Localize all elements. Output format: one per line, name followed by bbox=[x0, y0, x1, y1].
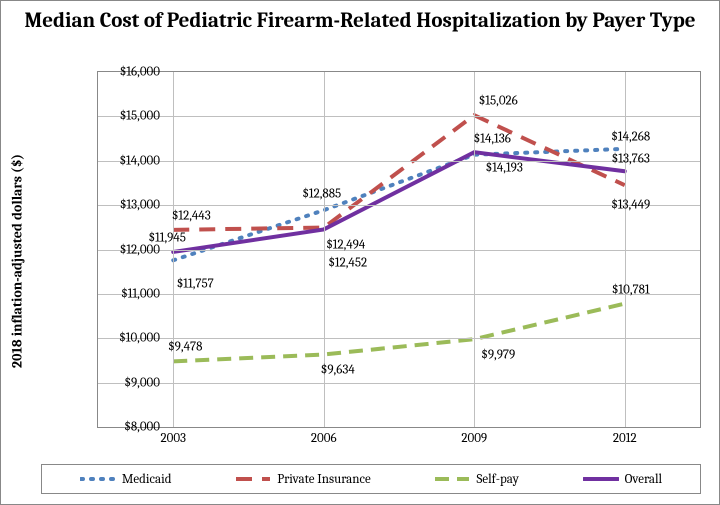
x-tick-label: 2012 bbox=[613, 431, 637, 446]
y-tick-label: $10,000 bbox=[104, 331, 160, 346]
legend-item-medicaid: Medicaid bbox=[80, 472, 172, 487]
data-label-medicaid: $12,885 bbox=[302, 187, 341, 202]
data-label-overall: $11,945 bbox=[149, 230, 186, 245]
legend-swatch-private bbox=[235, 472, 271, 486]
plot-wrapper: 2018 inflation-adjusted dollars ($) $8,0… bbox=[29, 71, 701, 450]
legend-label-medicaid: Medicaid bbox=[122, 472, 172, 487]
gridline-horizontal bbox=[98, 161, 700, 162]
plot-area: $8,000$9,000$10,000$11,000$12,000$13,000… bbox=[97, 71, 701, 428]
data-label-overall: $14,193 bbox=[486, 161, 523, 176]
x-tick-label: 2009 bbox=[461, 431, 487, 446]
legend-swatch-medicaid bbox=[80, 472, 116, 486]
data-label-selfpay: $9,478 bbox=[168, 340, 202, 355]
data-label-private: $13,449 bbox=[611, 198, 650, 213]
data-label-overall: $13,763 bbox=[612, 152, 650, 167]
series-line-selfpay bbox=[173, 304, 625, 362]
y-tick-label: $11,000 bbox=[104, 286, 160, 301]
legend-item-private: Private Insurance bbox=[235, 472, 370, 487]
x-tick-label: 2003 bbox=[160, 431, 186, 446]
y-tick-label: $13,000 bbox=[104, 198, 160, 213]
y-tick-label: $9,000 bbox=[104, 375, 160, 390]
gridline-horizontal bbox=[98, 383, 700, 384]
y-tick-label: $16,000 bbox=[104, 65, 160, 80]
data-label-medicaid: $11,757 bbox=[177, 277, 214, 292]
y-tick-label: $14,000 bbox=[104, 153, 160, 168]
data-label-private: $12,443 bbox=[172, 208, 211, 223]
chart-container: Median Cost of Pediatric Firearm-Related… bbox=[0, 0, 720, 505]
data-label-private: $12,494 bbox=[326, 237, 365, 252]
data-label-medicaid: $14,136 bbox=[474, 131, 511, 146]
data-label-selfpay: $9,979 bbox=[481, 348, 515, 363]
y-tick-label: $15,000 bbox=[104, 109, 160, 124]
x-tick-label: 2006 bbox=[311, 431, 337, 446]
data-label-selfpay: $9,634 bbox=[321, 363, 355, 378]
legend-label-overall: Overall bbox=[625, 472, 662, 487]
gridline-horizontal bbox=[98, 205, 700, 206]
gridline-horizontal bbox=[98, 294, 700, 295]
data-label-selfpay: $10,781 bbox=[612, 282, 650, 297]
data-label-private: $15,026 bbox=[479, 94, 518, 109]
gridline-vertical bbox=[173, 72, 174, 427]
legend-label-selfpay: Self-pay bbox=[476, 472, 518, 487]
gridline-vertical bbox=[625, 72, 626, 427]
series-line-private bbox=[173, 115, 625, 230]
gridline-vertical bbox=[474, 72, 475, 427]
legend-item-selfpay: Self-pay bbox=[434, 472, 518, 487]
data-label-overall: $12,452 bbox=[328, 256, 367, 271]
y-tick-label: $8,000 bbox=[104, 420, 160, 435]
legend-item-overall: Overall bbox=[583, 472, 662, 487]
legend: Medicaid Private Insurance Self-pay Overall bbox=[41, 464, 701, 494]
data-label-medicaid: $14,268 bbox=[611, 129, 650, 144]
legend-swatch-selfpay bbox=[434, 472, 470, 486]
gridline-horizontal bbox=[98, 250, 700, 251]
legend-swatch-overall bbox=[583, 472, 619, 486]
chart-title: Median Cost of Pediatric Firearm-Related… bbox=[1, 1, 719, 36]
legend-label-private: Private Insurance bbox=[277, 472, 370, 487]
gridline-horizontal bbox=[98, 116, 700, 117]
y-axis-label: 2018 inflation-adjusted dollars ($) bbox=[9, 153, 26, 367]
